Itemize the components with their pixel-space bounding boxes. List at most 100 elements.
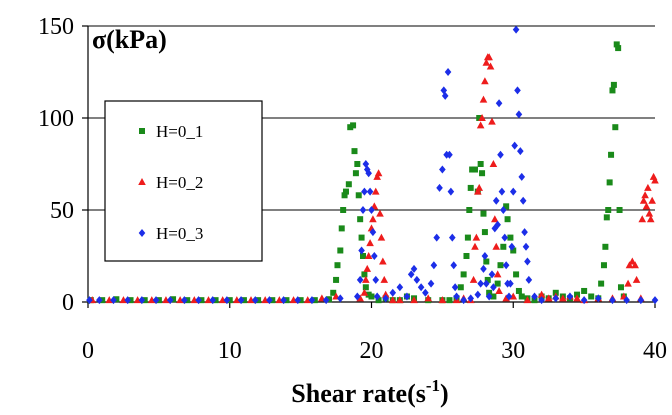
data-point [448,233,456,242]
data-point [374,169,383,177]
data-point [498,187,506,196]
x-tick-label: 40 [643,338,667,364]
data-point [380,275,389,283]
data-point [371,252,378,260]
data-point [337,294,344,303]
data-point [166,296,174,305]
data-point [410,264,418,273]
data-point [481,252,489,260]
data-point [616,207,623,213]
data-point [105,296,114,304]
data-point [644,183,652,191]
data-point [646,215,655,223]
data-point [478,114,486,121]
data-point [466,207,473,213]
data-point [359,206,367,214]
data-point [360,288,369,296]
legend-marker-2 [138,178,146,185]
data-point [369,215,377,223]
data-point [359,253,366,259]
data-point [518,293,525,300]
data-point [362,160,370,168]
data-point [524,257,531,266]
data-point [509,187,517,196]
data-point [373,292,381,301]
data-point [642,202,651,210]
data-point [427,279,435,288]
data-point [358,246,365,255]
data-point [352,170,359,177]
data-point [124,296,131,305]
data-point [366,239,374,247]
data-point [489,160,498,167]
data-point [609,296,616,305]
data-point [424,294,432,302]
data-point [605,207,612,213]
data-point [375,297,382,304]
data-point [469,275,478,283]
data-point [492,242,501,250]
data-point [523,296,532,304]
data-point [531,292,538,301]
data-point [512,25,520,34]
data-point [486,62,495,70]
data-point [588,293,595,300]
data-point [480,264,487,273]
legend-marker-1 [139,128,145,134]
data-point [439,165,446,174]
data-point [422,288,429,297]
legend-label-3: H=0_3 [156,224,203,243]
data-point [538,296,545,305]
data-point [133,296,142,304]
data-point [294,296,302,305]
data-point [377,233,386,241]
data-point [372,275,380,284]
data-point [303,296,312,304]
y-tick-labels: 0 50 100 150 [38,14,74,316]
data-point [645,209,654,217]
data-point [632,275,641,283]
data-point [639,196,648,204]
data-point [504,216,511,223]
data-point [152,296,160,305]
data-point [417,283,425,292]
data-point [476,115,483,121]
data-point [477,161,484,167]
data-point [615,45,622,52]
data-point [373,172,381,180]
data-point [96,296,103,305]
data-point [508,242,516,251]
x-tick-label: 10 [218,338,242,364]
data-point [446,150,453,159]
x-axis-label: Shear rate(s-1) [291,376,448,408]
data-point [610,81,617,88]
data-point [505,292,513,301]
data-point [354,292,361,301]
data-point [119,296,128,304]
data-point [479,95,488,103]
x-tick-label: 20 [360,338,384,364]
data-point [515,110,523,119]
data-point [617,284,624,291]
data-point [351,148,358,155]
data-point [603,214,610,221]
data-point [247,296,255,304]
data-point [436,183,443,192]
data-point [507,234,514,241]
data-point [502,261,510,270]
data-point [467,184,474,191]
legend-box [104,100,263,262]
x-axis-label-close: ) [440,379,449,408]
data-point [471,166,478,173]
data-point [495,99,503,108]
x-tick-labels: 0 10 20 30 40 [82,338,667,364]
data-point [641,191,649,199]
data-point [389,288,397,297]
data-point [381,290,390,298]
x-tick-label: 30 [501,338,525,364]
data-point [190,296,199,304]
data-point [537,290,546,298]
data-point [464,234,471,241]
data-point [511,141,518,150]
data-point [361,187,368,196]
